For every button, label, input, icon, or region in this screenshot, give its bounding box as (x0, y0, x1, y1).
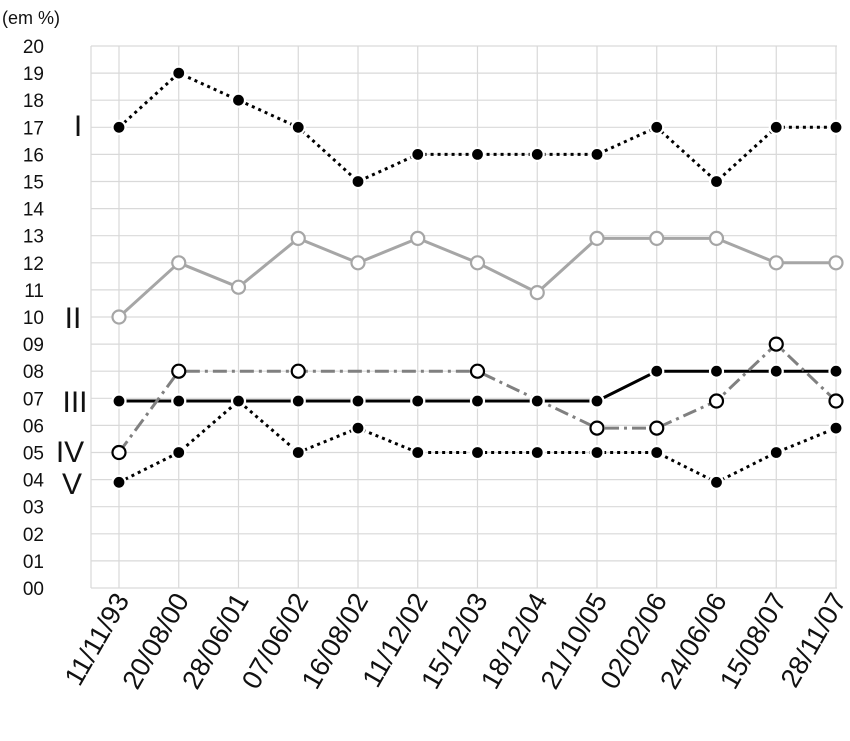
data-point-I (350, 173, 366, 190)
data-point-I (111, 119, 127, 135)
data-point-III (469, 393, 486, 409)
data-point-I (708, 173, 725, 190)
data-point-V (111, 474, 127, 490)
data-point-I (828, 119, 844, 135)
series-label-III: III (62, 386, 87, 419)
data-point-III (529, 393, 545, 409)
data-point-I (410, 146, 426, 162)
y-tick-label: 14 (23, 200, 45, 221)
data-point-III (589, 393, 605, 409)
y-tick-label: 09 (23, 335, 44, 356)
y-tick-label: 04 (23, 471, 45, 492)
data-point-V (410, 444, 426, 461)
data-point-V (350, 420, 366, 436)
data-point-IV (649, 420, 665, 436)
data-point-II (171, 255, 187, 271)
data-point-II (469, 255, 486, 271)
data-point-IV (708, 393, 725, 409)
y-tick-label: 01 (23, 552, 44, 573)
data-point-I (469, 146, 486, 162)
y-tick-label: 15 (23, 173, 44, 194)
series-label-IV: IV (56, 436, 84, 469)
data-point-III (410, 393, 426, 409)
y-tick-label: 03 (23, 498, 44, 519)
data-point-III (290, 393, 306, 409)
data-point-III (828, 363, 844, 379)
data-point-IV (111, 444, 127, 461)
data-point-V (171, 444, 187, 461)
series-markers (111, 65, 844, 490)
data-point-II (529, 285, 545, 301)
y-tick-label: 20 (23, 37, 44, 58)
series-label-I: I (74, 110, 82, 143)
data-point-III (350, 393, 366, 409)
series-label-V: V (62, 468, 82, 501)
y-axis-ticks: 00 01 02 03 04 05 06 07 08 09 10 11 12 13 14 15 16 17 18 19… (23, 37, 45, 600)
y-tick-label: 02 (23, 525, 44, 546)
data-point-IV (171, 363, 187, 379)
data-point-IV (589, 420, 605, 436)
data-point-II (768, 255, 784, 271)
data-point-V (768, 444, 784, 461)
data-point-II (290, 230, 306, 247)
data-point-I (290, 119, 306, 135)
data-point-II (649, 230, 665, 247)
data-point-V (469, 444, 486, 461)
y-tick-label: 17 (23, 118, 44, 139)
data-point-IV (290, 363, 306, 379)
data-point-V (529, 444, 545, 461)
y-tick-label: 05 (23, 444, 44, 465)
data-point-V (649, 444, 665, 461)
data-point-I (589, 146, 605, 162)
y-tick-label: 00 (23, 579, 44, 600)
data-point-I (171, 65, 187, 81)
data-point-I (649, 119, 665, 135)
data-point-V (708, 474, 725, 490)
data-point-II (828, 255, 844, 271)
y-tick-label: 18 (23, 91, 44, 112)
unit-label: (em %) (2, 8, 60, 28)
y-tick-label: 16 (23, 145, 44, 166)
y-tick-label: 11 (24, 281, 44, 302)
data-point-I (230, 92, 247, 108)
data-point-III (171, 393, 187, 409)
data-point-II (230, 279, 247, 295)
data-point-II (708, 230, 725, 247)
data-point-V (589, 444, 605, 461)
y-tick-label: 13 (23, 227, 44, 248)
data-point-III (649, 363, 665, 379)
data-point-II (410, 230, 426, 247)
data-point-IV (469, 363, 486, 379)
y-tick-label: 08 (23, 362, 44, 383)
data-point-V (290, 444, 306, 461)
data-point-III (111, 393, 127, 409)
data-point-II (589, 230, 605, 247)
data-point-IV (768, 336, 784, 352)
data-point-II (350, 255, 366, 271)
data-point-III (708, 363, 725, 379)
y-tick-label: 12 (23, 254, 44, 275)
y-tick-label: 19 (23, 64, 44, 85)
data-point-V (230, 393, 247, 409)
data-point-I (529, 146, 545, 162)
y-tick-label: 10 (23, 308, 44, 329)
data-point-III (768, 363, 784, 379)
y-tick-label: 07 (23, 389, 44, 410)
data-point-II (111, 309, 127, 325)
data-point-V (828, 420, 844, 436)
x-axis-ticks: 11/11/9320/08/0028/06/0107/06/0216/08/02… (59, 588, 850, 694)
y-tick-label: 06 (23, 416, 44, 437)
data-point-IV (828, 393, 844, 409)
data-point-I (768, 119, 784, 135)
series-label-II: II (65, 302, 82, 335)
grid (90, 45, 837, 589)
